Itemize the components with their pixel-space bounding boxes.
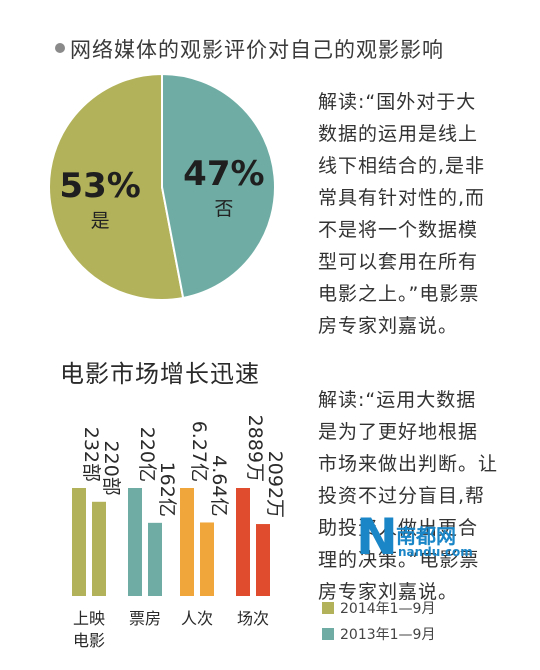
bar-note-line: 解读:“运用大数据 [318, 389, 477, 411]
legend-label-2014: 2014年1—9月 [340, 601, 436, 617]
pie-note-line: 房专家刘嘉说。 [318, 315, 459, 337]
bar-0-0 [72, 488, 86, 596]
bar-2-1 [200, 522, 214, 596]
bar-category-label: 电影 [73, 631, 105, 650]
bar-note-line: 助投资人做出更合 [318, 517, 479, 539]
watermark-logo-name: 南都网 [396, 524, 456, 548]
pie-slice-label: 是 [91, 210, 110, 232]
pie-value-label: 53% [59, 166, 140, 206]
bar-3-0 [236, 488, 250, 596]
bar-note-line: 理的决策。”电影票 [318, 549, 480, 571]
pie-note-line: 常具有针对性的,而 [318, 187, 486, 209]
watermark-logo-letter: N [356, 508, 398, 566]
watermark-logo-url: nandu.com [398, 545, 473, 559]
pie-value-label: 47% [183, 154, 264, 194]
bar-0-1 [92, 501, 106, 596]
bar-note: 解读:“运用大数据 是为了更好地根据 市场来做出判断。让 投资不过分盲目,帮 助… [318, 384, 518, 608]
bar-category-label: 票房 [129, 609, 161, 628]
bar-value-label: 232部 [80, 427, 102, 482]
pie-chart: 53% 是 47% 否 [48, 72, 276, 301]
title-bullet [55, 43, 65, 53]
pie-note-line: 电影之上。”电影票 [318, 283, 480, 305]
bar-1-1 [148, 522, 162, 596]
bar-value-label: 2889万 [244, 415, 266, 482]
pie-slice-1 [161, 72, 276, 300]
bar-value-label: 2092万 [264, 451, 286, 518]
pie-chart-title: 网络媒体的观影评价对自己的观影影响 [70, 38, 444, 62]
bar-note-line: 市场来做出判断。让 [318, 453, 499, 475]
bar-chart-title: 电影市场增长迅速 [60, 360, 260, 388]
legend-swatch-2013 [322, 628, 334, 640]
bar-note-line: 投资不过分盲目,帮 [318, 485, 486, 507]
bar-value-label: 220部 [100, 441, 122, 496]
bar-value-label: 4.64亿 [208, 455, 230, 516]
legend-swatch-2014 [322, 602, 334, 614]
bar-3-1 [256, 524, 270, 596]
pie-note-line: 线下相结合的,是非 [318, 155, 486, 177]
pie-note-line: 不是将一个数据模 [318, 219, 479, 241]
bar-2-0 [180, 488, 194, 596]
bar-value-label: 6.27亿 [188, 421, 210, 482]
pie-note-line: 型可以套用在所有 [318, 251, 479, 273]
pie-slice-0 [48, 72, 185, 301]
bar-note-line: 房专家刘嘉说。 [318, 581, 459, 603]
bar-category-label: 上映 [73, 609, 105, 628]
bar-value-label: 220亿 [136, 427, 158, 482]
bar-note-line: 是为了更好地根据 [318, 421, 479, 443]
pie-note-line: 解读:“国外对于大 [318, 91, 477, 113]
pie-slice-label: 否 [214, 198, 233, 220]
bar-category-label: 人次 [181, 609, 213, 628]
bar-value-label: 162亿 [156, 462, 178, 517]
legend-label-2013: 2013年1—9月 [340, 627, 436, 643]
pie-note-line: 数据的运用是线上 [318, 123, 479, 145]
pie-note: 解读:“国外对于大 数据的运用是线上 线下相结合的,是非 常具有针对性的,而 不… [318, 86, 518, 342]
bar-1-0 [128, 488, 142, 596]
bar-category-label: 场次 [237, 609, 269, 628]
